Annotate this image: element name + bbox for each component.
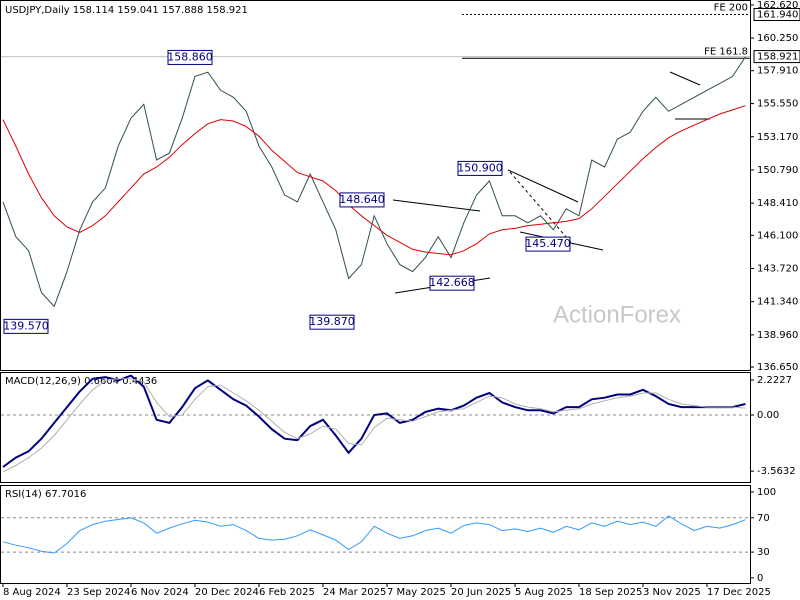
annotation-box: [309, 314, 355, 330]
y-tick-label: 138.960: [757, 330, 798, 341]
trendline: [669, 71, 701, 86]
annotation-box: [339, 192, 385, 208]
indicator-line: [2, 105, 746, 256]
y-tick-label: 157.910: [757, 66, 798, 77]
fe-label: FE 161.8: [704, 46, 748, 57]
y-tick-label: 30: [757, 547, 770, 558]
indicator-line: [2, 378, 746, 473]
annotation-box: [3, 318, 49, 334]
y-tick-label: 0.00: [757, 410, 779, 421]
y-tick-label: 141.340: [757, 297, 798, 308]
x-tick-label: 7 May 2025: [387, 587, 446, 598]
price-marker-label: 158.921: [757, 52, 798, 63]
y-tick-label: 70: [757, 513, 770, 524]
annotation-label: 158.860: [167, 50, 213, 63]
trendline: [507, 169, 579, 203]
price-line: [2, 56, 746, 308]
x-tick-label: 5 Aug 2025: [515, 587, 573, 598]
annotation-box: [429, 275, 475, 291]
x-tick-label: 8 Aug 2024: [3, 587, 61, 598]
trendline: [392, 199, 481, 212]
y-tick-label: 148.410: [757, 198, 798, 209]
price-marker: [753, 7, 800, 21]
macd-title: MACD(12,26,9) 0.6604 0.4436: [5, 376, 157, 387]
y-tick-label: 100: [757, 487, 776, 498]
price-marker: [753, 50, 800, 64]
y-tick-label: 146.100: [757, 230, 798, 241]
annotation-label: 142.668: [429, 276, 475, 289]
trendline: [509, 171, 574, 246]
x-tick-label: 20 Dec 2024: [195, 587, 259, 598]
annotation-label: 139.570: [3, 319, 49, 332]
annotation-label: 150.900: [457, 161, 503, 174]
indicator-line: [2, 515, 746, 554]
x-tick-label: 17 Dec 2025: [707, 587, 771, 598]
annotation-label: 139.870: [309, 315, 355, 328]
macd-pane: [0, 372, 751, 483]
y-tick-label: 143.720: [757, 264, 798, 275]
annotation-box: [457, 160, 503, 176]
chart-title: USDJPY,Daily 158.114 159.041 157.888 158…: [5, 5, 248, 16]
y-tick-label: 155.550: [757, 99, 798, 110]
x-tick-label: 6 Nov 2024: [131, 587, 189, 598]
fe-label: FE 200: [714, 2, 748, 13]
y-tick-label: 136.650: [757, 362, 798, 373]
annotation-box: [167, 49, 213, 65]
y-tick-label: 153.170: [757, 132, 798, 143]
y-tick-label: 150.790: [757, 165, 798, 176]
y-tick-label: 0: [757, 573, 763, 584]
y-tick-label: 162.620: [757, 0, 798, 11]
price-pane: [0, 0, 751, 371]
y-tick-label: 160.250: [757, 33, 798, 44]
annotation-box: [525, 236, 571, 252]
price-marker-label: 161.940: [757, 9, 798, 20]
annotation-label: 148.640: [339, 193, 385, 206]
indicator-line: [2, 374, 746, 468]
watermark: ActionForex: [553, 301, 681, 328]
x-tick-label: 23 Sep 2024: [67, 587, 130, 598]
y-tick-label: 2.2227: [757, 375, 792, 386]
x-tick-label: 3 Nov 2025: [643, 587, 701, 598]
x-tick-label: 6 Feb 2025: [259, 587, 315, 598]
x-tick-label: 20 Jun 2025: [451, 587, 511, 598]
x-tick-label: 18 Sep 2025: [579, 587, 642, 598]
rsi-pane: [0, 485, 751, 584]
y-tick-label: -3.5632: [757, 466, 796, 477]
annotation-label: 145.470: [525, 237, 571, 250]
rsi-title: RSI(14) 67.7016: [5, 489, 86, 500]
x-tick-label: 24 Mar 2025: [323, 587, 386, 598]
